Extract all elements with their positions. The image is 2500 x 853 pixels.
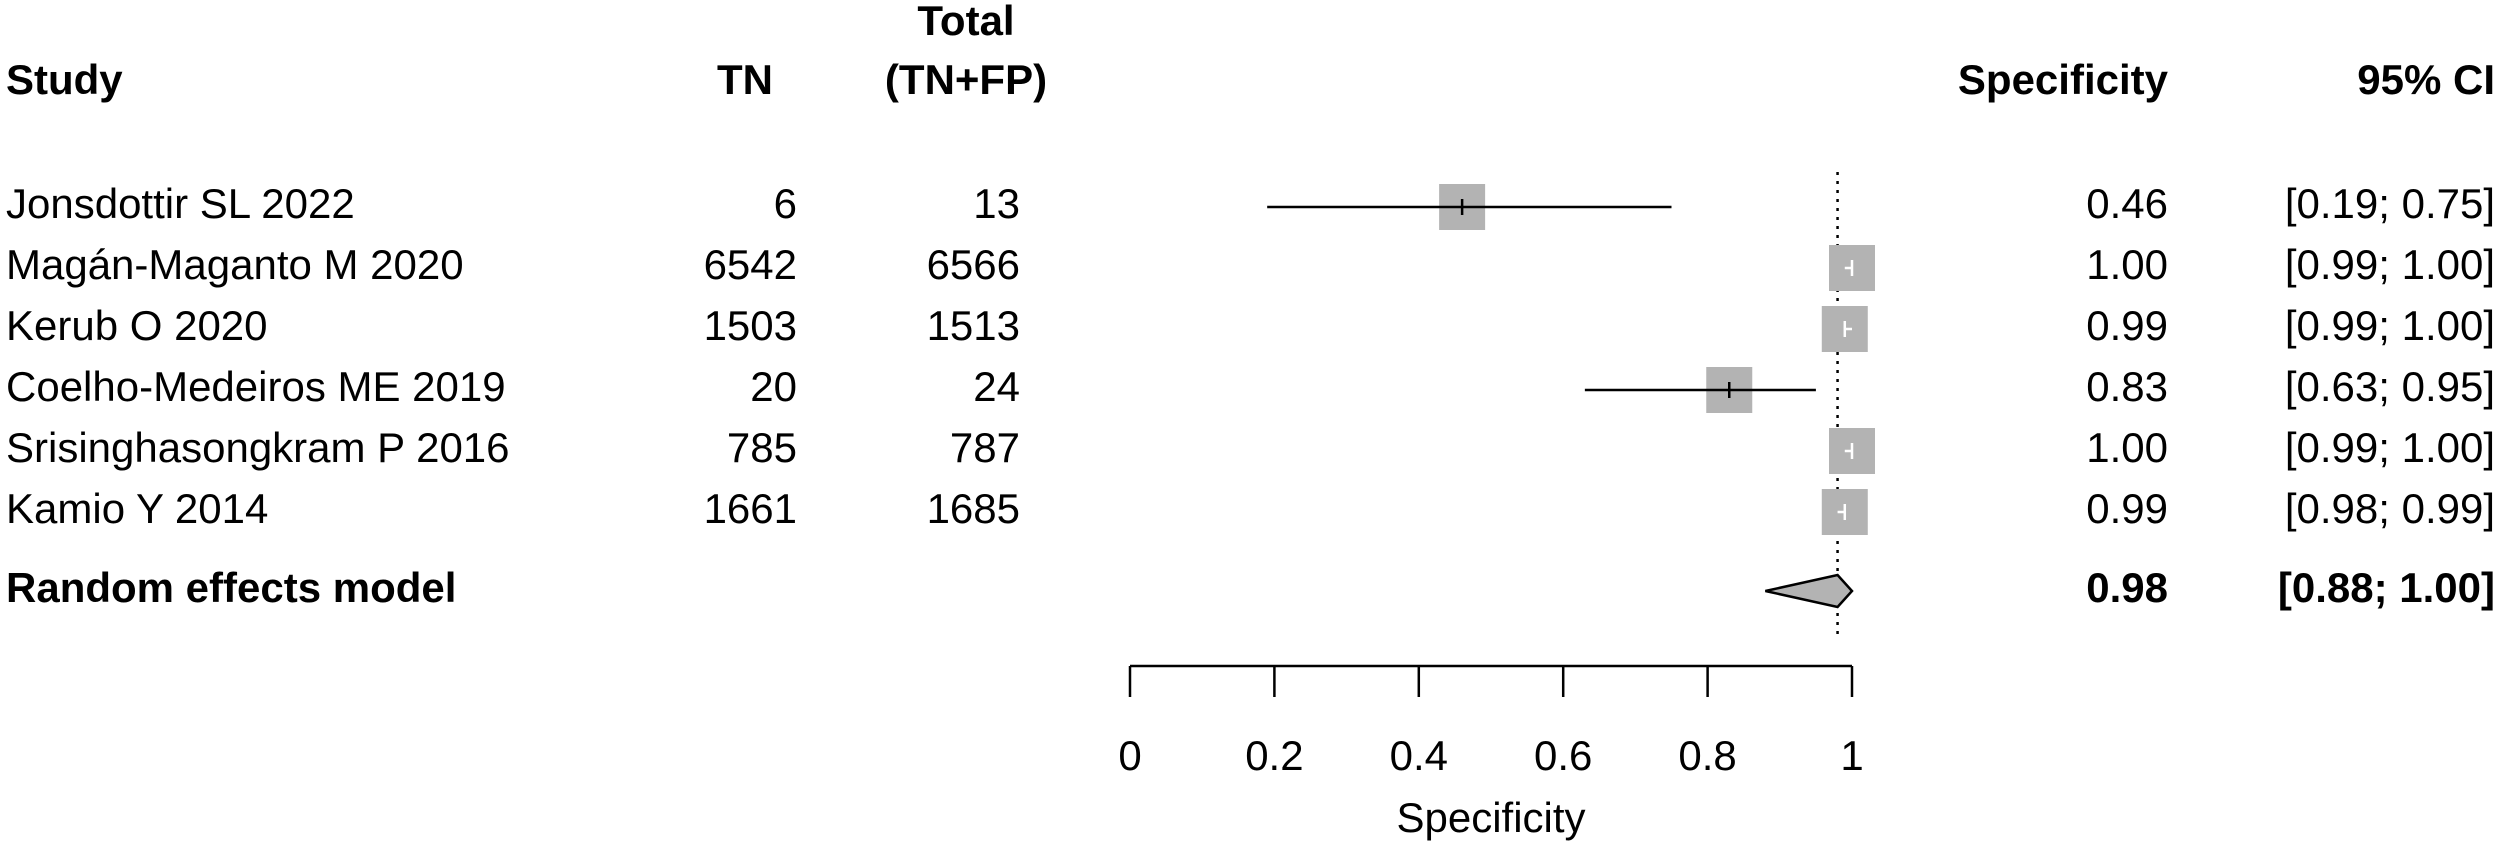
- study-label: Srisinghasongkram P 2016: [6, 424, 510, 471]
- tn-value: 6: [774, 180, 797, 227]
- study-header: Study: [6, 56, 123, 103]
- x-tick-label: 0.4: [1390, 732, 1448, 779]
- ci-label: [0.98; 0.99]: [2285, 485, 2495, 532]
- ci-header: 95% CI: [2357, 56, 2495, 103]
- total-header: (TN+FP): [885, 56, 1047, 103]
- total-value: 13: [973, 180, 1020, 227]
- estimate-label: 1.00: [2086, 241, 2168, 288]
- study-label: Magán-Maganto M 2020: [6, 241, 464, 288]
- tn-value: 20: [750, 363, 797, 410]
- ci-label: [0.99; 1.00]: [2285, 424, 2495, 471]
- estimate-label: 0.46: [2086, 180, 2168, 227]
- tn-value: 1661: [704, 485, 797, 532]
- x-tick-label: 1: [1840, 732, 1863, 779]
- ci-label: [0.63; 0.95]: [2285, 363, 2495, 410]
- total-header: Total: [917, 0, 1014, 44]
- estimate-label: 0.99: [2086, 302, 2168, 349]
- x-tick-label: 0.2: [1245, 732, 1303, 779]
- ci-label: [0.99; 1.00]: [2285, 241, 2495, 288]
- summary-label: Random effects model: [6, 564, 456, 611]
- tn-value: 785: [727, 424, 797, 471]
- total-value: 1513: [927, 302, 1020, 349]
- x-tick-label: 0: [1118, 732, 1141, 779]
- ci-label: [0.19; 0.75]: [2285, 180, 2495, 227]
- estimate-label: 0.99: [2086, 485, 2168, 532]
- summary-ci-label: [0.88; 1.00]: [2278, 564, 2495, 611]
- x-tick-label: 0.8: [1678, 732, 1736, 779]
- ci-label: [0.99; 1.00]: [2285, 302, 2495, 349]
- total-value: 6566: [927, 241, 1020, 288]
- total-value: 787: [950, 424, 1020, 471]
- estimate-label: 1.00: [2086, 424, 2168, 471]
- total-value: 24: [973, 363, 1020, 410]
- study-label: Kamio Y 2014: [6, 485, 268, 532]
- x-axis-title: Specificity: [1396, 794, 1585, 841]
- study-label: Coelho-Medeiros ME 2019: [6, 363, 506, 410]
- x-tick-label: 0.6: [1534, 732, 1592, 779]
- summary-diamond: [1765, 573, 1854, 609]
- total-value: 1685: [927, 485, 1020, 532]
- summary-estimate-label: 0.98: [2086, 564, 2168, 611]
- estimate-label: 0.83: [2086, 363, 2168, 410]
- study-label: Jonsdottir SL 2022: [6, 180, 355, 227]
- tn-value: 6542: [704, 241, 797, 288]
- study-label: Kerub O 2020: [6, 302, 268, 349]
- tn-header: TN: [717, 56, 773, 103]
- tn-value: 1503: [704, 302, 797, 349]
- estimate-header: Specificity: [1958, 56, 2169, 103]
